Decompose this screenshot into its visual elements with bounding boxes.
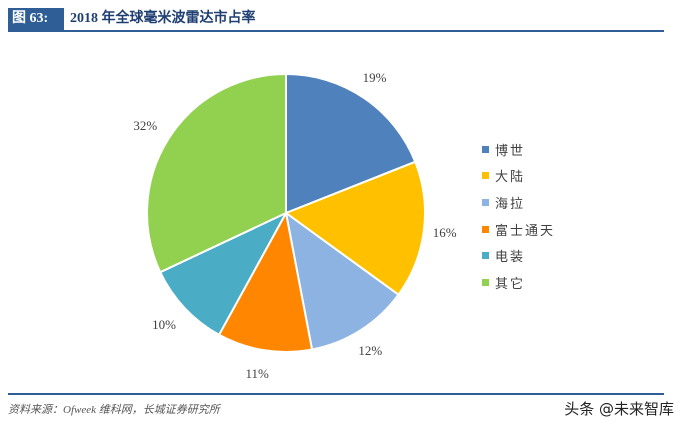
legend-label: 电装 (495, 250, 526, 266)
pie-label: 32% (133, 117, 158, 133)
legend-swatch-icon (482, 225, 489, 233)
legend-label: 富士通天 (495, 223, 556, 239)
legend-swatch-icon (482, 172, 489, 180)
legend-label: 其它 (495, 276, 526, 292)
legend-swatch-icon (482, 278, 489, 286)
pie-label: 10% (152, 316, 177, 332)
title-bar: 图 63: 2018 年全球毫米波雷达市占率 (8, 8, 664, 32)
pie-label: 16% (432, 225, 457, 241)
source-note: 资料来源：Ofweek 维科网，长城证券研究所 (8, 404, 220, 416)
legend-item: 大陆 (482, 163, 555, 190)
pie-slice-4 (217, 210, 314, 353)
pie-label: 12% (358, 342, 383, 358)
legend-swatch-icon (482, 145, 489, 153)
legend-label: 博世 (495, 143, 526, 159)
watermark: 头条 @未来智库 (564, 400, 674, 418)
legend-item: 其它 (482, 269, 555, 296)
legend-label: 大陆 (495, 170, 526, 186)
legend-swatch-icon (482, 252, 489, 260)
pie-slice-1 (285, 72, 417, 215)
footer-divider (8, 393, 664, 395)
figure-tag: 图 63: (8, 8, 64, 30)
pie-label: 19% (362, 70, 387, 86)
legend-item: 电装 (482, 242, 555, 269)
legend-item: 海拉 (482, 189, 555, 216)
legend-swatch-icon (482, 198, 489, 206)
pie-slice-6 (146, 72, 287, 274)
pie-slice-2 (283, 160, 426, 297)
pie-slice-3 (284, 210, 400, 351)
legend-label: 海拉 (495, 196, 526, 212)
pie-slice-5 (158, 210, 289, 337)
pie-label: 11% (245, 365, 269, 381)
legend-item: 富士通天 (482, 216, 555, 243)
legend-item: 博世 (482, 136, 555, 163)
chart-title: 2018 年全球毫米波雷达市占率 (70, 11, 256, 26)
chart-legend: 博世大陆海拉富士通天电装其它 (482, 136, 555, 296)
